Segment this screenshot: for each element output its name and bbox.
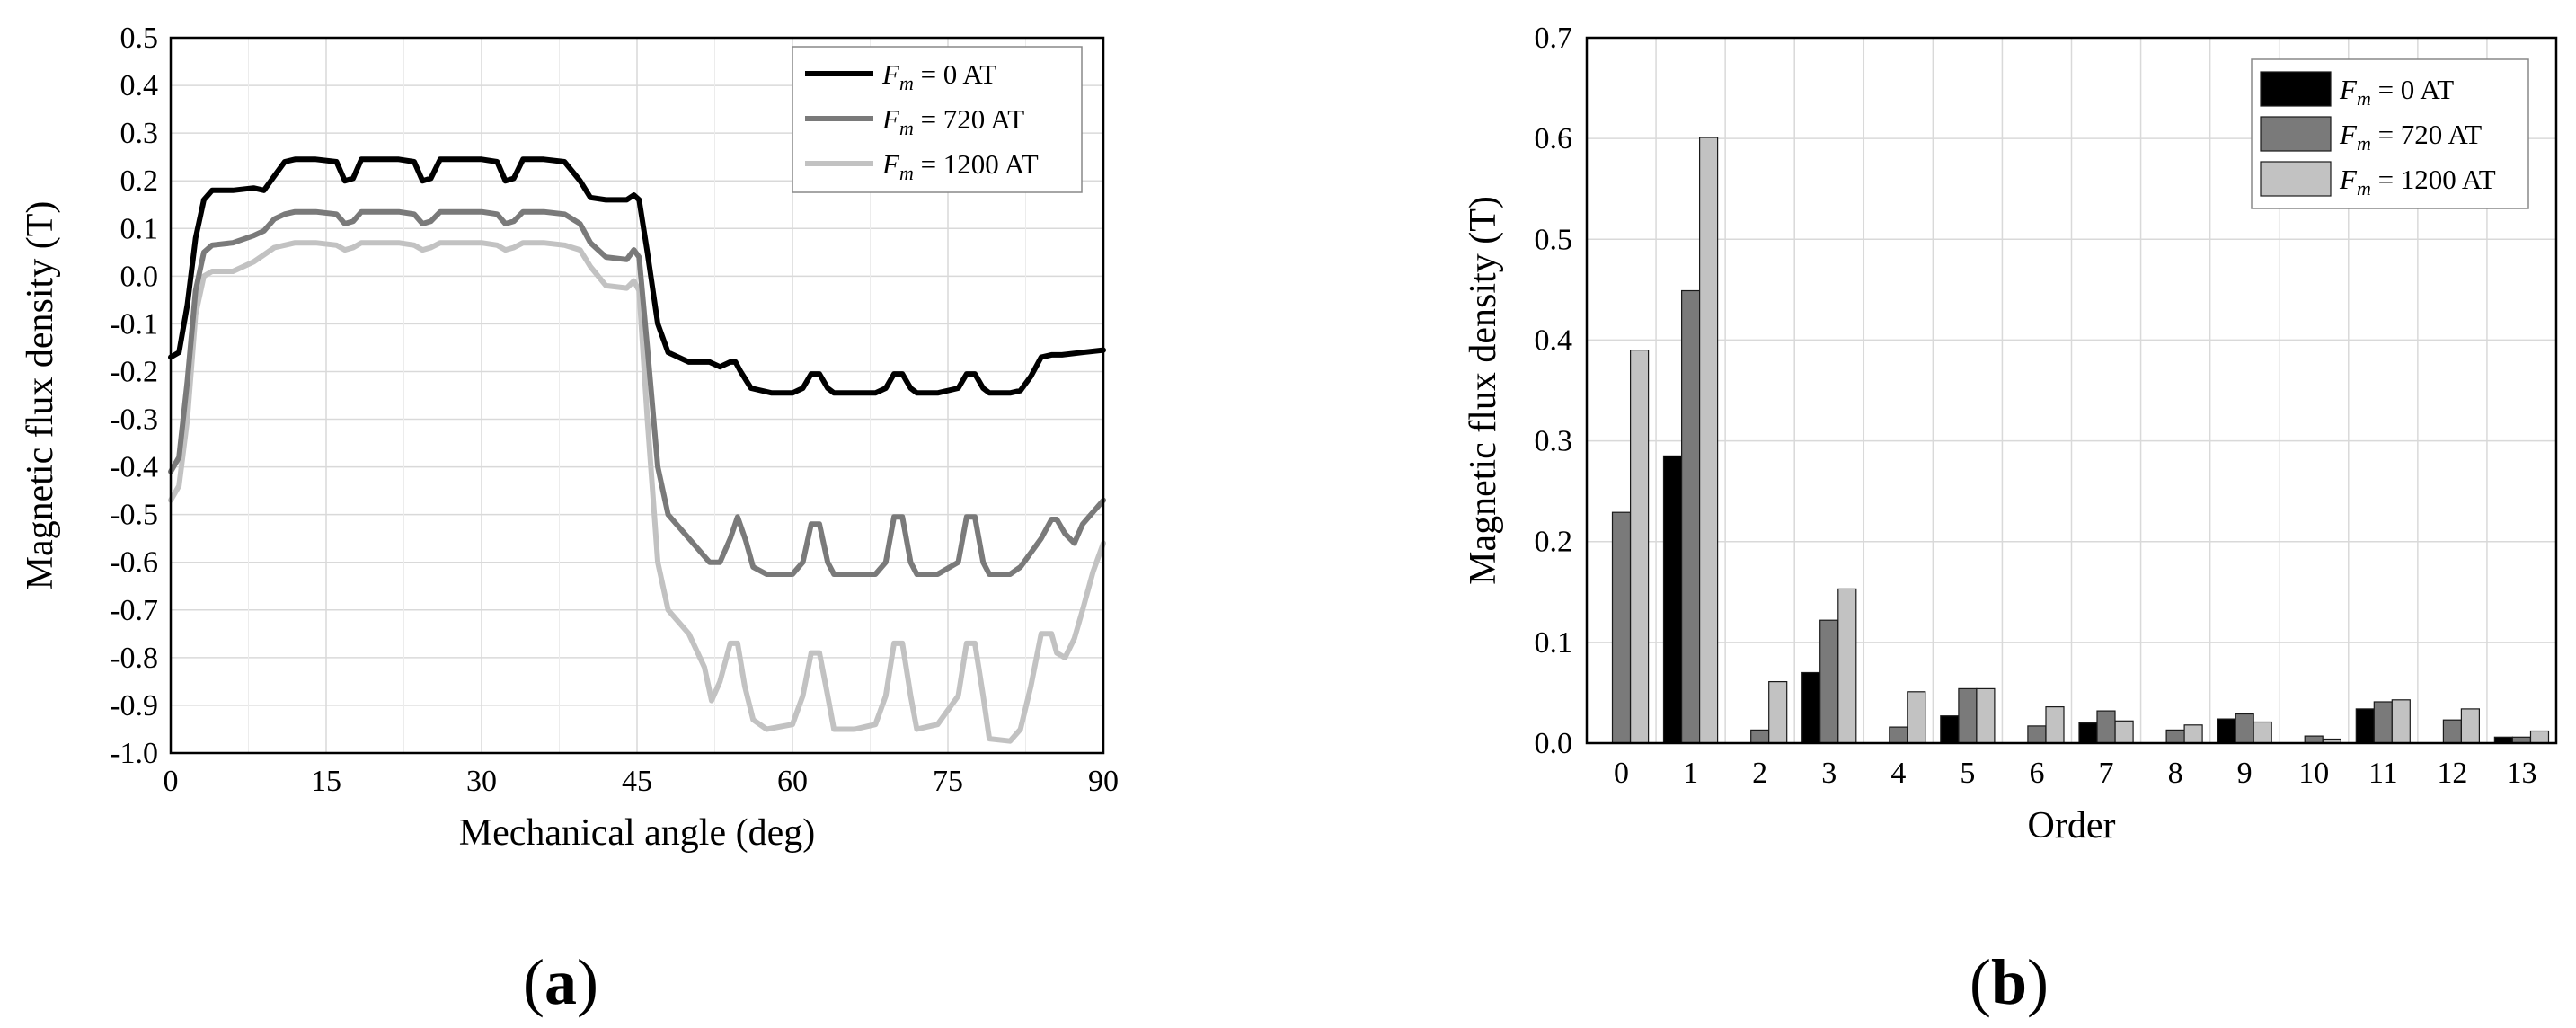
bar [1801, 671, 1821, 744]
plot-frame [1585, 36, 2558, 745]
bar [2355, 708, 2375, 744]
bar [2217, 718, 2236, 744]
bar [1907, 691, 1926, 744]
bar [1629, 350, 1650, 744]
bar [2027, 725, 2047, 744]
x-tick-label: 60 [777, 765, 808, 798]
panel-label-a: (a) [523, 946, 598, 1018]
bar [1662, 455, 1683, 744]
series-line [168, 208, 1106, 577]
x-tick-label: 6 [2029, 757, 2044, 790]
panel-label-b: (b) [1970, 946, 2049, 1018]
x-tick-label: 3 [1821, 757, 1837, 790]
y-tick-label: -0.8 [110, 642, 158, 675]
bar [2078, 722, 2098, 744]
x-tick-label: 2 [1752, 757, 1767, 790]
y-tick-label: 0.3 [1535, 425, 1573, 458]
legend-swatch [2260, 71, 2332, 107]
y-tick-label: 0.1 [1535, 626, 1573, 660]
bar [1750, 729, 1770, 744]
y-tick-label: 0.6 [1535, 122, 1573, 155]
x-axis-label: Order [2028, 805, 2116, 846]
y-tick-label: 0.2 [1535, 526, 1573, 559]
bar [2373, 701, 2393, 744]
bar [2460, 708, 2480, 744]
x-tick-label: 15 [311, 765, 341, 798]
y-tick-label: 0.5 [120, 22, 159, 55]
legend-label: Fm = 0 AT [2339, 74, 2454, 110]
y-tick-label: -1.0 [110, 737, 158, 770]
y-tick-label: -0.7 [110, 594, 158, 627]
x-tick-label: 7 [2099, 757, 2114, 790]
y-tick-label: 0.5 [1535, 223, 1573, 256]
y-axis-label: Magnetic flux density (T) [20, 201, 61, 590]
x-tick-label: 0 [164, 765, 179, 798]
plot-frame [169, 36, 1105, 755]
x-tick-label: 0 [1614, 757, 1629, 790]
y-tick-label: -0.2 [110, 355, 158, 388]
bar [2391, 699, 2411, 744]
x-tick-label: 13 [2506, 757, 2536, 790]
y-tick-label: -0.3 [110, 403, 158, 437]
y-tick-label: 0.7 [1535, 22, 1573, 55]
x-tick-label: 4 [1890, 757, 1906, 790]
y-tick-label: 0.4 [120, 69, 159, 102]
y-tick-label: -0.1 [110, 307, 158, 341]
x-tick-label: 1 [1683, 757, 1698, 790]
bar [2045, 705, 2065, 744]
y-tick-label: 0.0 [1535, 727, 1573, 760]
y-tick-label: 0.0 [120, 260, 159, 293]
chart-b: 0.70.60.50.40.30.20.10.00 1 2 3 4 5 6 7 8 9 10 11 12… [1463, 22, 2558, 1018]
bar [1958, 687, 1978, 744]
series-line [168, 156, 1106, 396]
legend-swatch [2260, 116, 2332, 152]
x-tick-label: 75 [933, 765, 963, 798]
series-line [168, 240, 1106, 744]
x-tick-label: 5 [1960, 757, 1975, 790]
bar [2529, 730, 2550, 744]
y-axis-label: Magnetic flux density (T) [1463, 196, 1504, 585]
legend-label: Fm = 720 AT [2339, 119, 2482, 155]
x-tick-label: 11 [2368, 757, 2398, 790]
bar [2183, 724, 2203, 744]
y-tick-label: -0.5 [110, 499, 158, 532]
y-tick-label: -0.6 [110, 546, 158, 580]
legend-label: Fm = 1200 AT [2339, 164, 2496, 199]
bar [1940, 715, 1960, 744]
legend-label: Fm = 720 AT [881, 103, 1024, 139]
bar [2253, 721, 2272, 744]
legend-swatch [2260, 161, 2332, 197]
y-tick-label: 0.4 [1535, 323, 1573, 357]
bar [2442, 719, 2462, 744]
y-tick-label: -0.9 [110, 689, 158, 722]
bar [2165, 729, 2185, 744]
bar [1819, 619, 1839, 744]
y-tick-label: -0.4 [110, 451, 158, 484]
legend-label: Fm = 0 AT [881, 58, 996, 94]
y-tick-label: 0.1 [120, 212, 159, 245]
bar [2114, 720, 2134, 744]
bar [1768, 680, 1788, 744]
x-tick-label: 9 [2237, 757, 2253, 790]
y-tick-label: 0.2 [120, 164, 159, 198]
chart-a: 0.5 0.4 0.3 0.2 0.1 0.0 -0.1 -0.2 -0.3 -0.4 -0.5 -0… [20, 22, 1119, 1018]
x-tick-label: 45 [622, 765, 652, 798]
x-tick-label: 8 [2168, 757, 2183, 790]
bar [2096, 710, 2116, 744]
bar [1611, 511, 1632, 744]
bar [1680, 289, 1701, 744]
bar [1698, 137, 1719, 744]
x-tick-label: 12 [2437, 757, 2467, 790]
bar [1976, 687, 1996, 744]
x-axis-label: Mechanical angle (deg) [459, 812, 815, 854]
x-tick-label: 30 [466, 765, 497, 798]
bar [1889, 726, 1908, 744]
legend-label: Fm = 1200 AT [881, 148, 1039, 184]
x-tick-label: 90 [1088, 765, 1119, 798]
y-tick-label: 0.3 [120, 117, 159, 150]
bar [1837, 588, 1857, 744]
bar [2235, 713, 2254, 744]
x-tick-label: 10 [2298, 757, 2329, 790]
